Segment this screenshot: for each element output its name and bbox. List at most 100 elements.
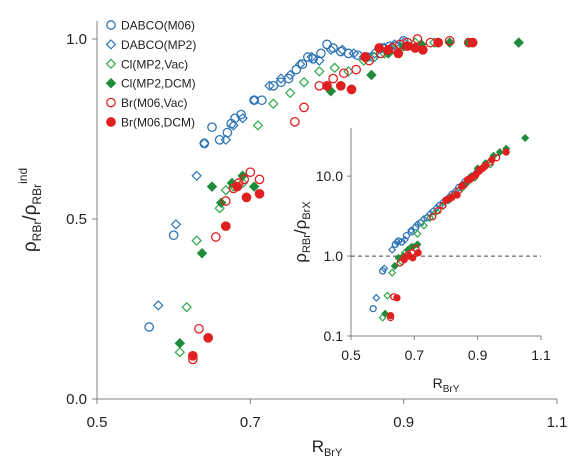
data-point (268, 98, 279, 110)
data-point (417, 44, 428, 55)
data-point (228, 120, 239, 131)
data-point (433, 37, 444, 48)
inset-y-tick-label: 10.0 (316, 168, 343, 184)
inset-x-tick-label: 1.1 (531, 347, 551, 363)
data-point (276, 77, 286, 88)
data-point (210, 232, 221, 242)
inset-data-point (372, 293, 381, 302)
inset-data-point (429, 213, 437, 221)
data-point (239, 174, 250, 185)
inset-y-axis-title-rho2: ρ (291, 220, 310, 230)
data-point (284, 87, 296, 99)
data-point (254, 188, 265, 199)
data-point (412, 34, 423, 44)
data-point (252, 120, 264, 131)
inset-y-tick-label: 0.1 (324, 328, 344, 344)
data-point (302, 52, 313, 62)
inset-data-point (388, 268, 397, 277)
x-tick-label: 0.7 (240, 414, 261, 431)
data-point (214, 134, 225, 145)
inset-data-point (413, 240, 422, 249)
data-point (174, 346, 186, 358)
data-point (170, 219, 182, 230)
legend-marker (106, 97, 116, 108)
inset-data-point (458, 182, 466, 190)
y-axis-title-slash: / (20, 215, 41, 221)
data-point (220, 221, 231, 232)
data-point (207, 122, 217, 133)
data-point (199, 138, 210, 149)
inset-data-point (438, 202, 447, 211)
data-point (220, 196, 231, 206)
data-point (374, 43, 384, 53)
data-point (297, 59, 308, 70)
data-point (335, 80, 346, 91)
x-axis-title-main: R (312, 437, 324, 456)
inset-x-axis-title: RBrY (433, 375, 460, 395)
data-point (237, 177, 248, 189)
data-point (328, 73, 338, 84)
legend-marker (106, 20, 116, 30)
data-point (393, 48, 404, 59)
inset-data-point (400, 256, 408, 264)
inset-y-axis-title: ρRBr/ρBrX (291, 201, 313, 263)
inset-data-point (419, 221, 428, 230)
y-tick-label: 0.5 (66, 211, 87, 228)
data-point (366, 69, 377, 81)
inset-data-point (426, 213, 435, 222)
data-point (513, 37, 524, 48)
data-point (214, 202, 225, 214)
data-point (248, 181, 260, 192)
inset-y-axis-title-sub2: BrX (301, 201, 313, 220)
data-point (174, 337, 186, 349)
inset-data-points (369, 133, 530, 322)
inset-data-point (481, 162, 490, 170)
data-point (248, 94, 260, 106)
legend-label: Br(M06,Vac) (121, 96, 187, 110)
data-point (306, 51, 317, 63)
data-point (351, 64, 361, 75)
y-axis-title-rho1: ρ (20, 241, 41, 252)
data-point (289, 116, 300, 127)
data-point (245, 167, 256, 178)
data-point (237, 112, 248, 124)
y-axis-title-sup2: ind (16, 168, 30, 184)
inset-data-point (407, 228, 415, 236)
inset-data-point (414, 249, 422, 257)
inset-data-point (521, 133, 530, 143)
inset-data-point (381, 309, 390, 318)
inset-data-point (413, 229, 422, 238)
data-point (153, 300, 164, 311)
inset-background (351, 122, 541, 336)
data-point (236, 109, 246, 120)
data-point (187, 350, 198, 361)
data-point (299, 102, 309, 113)
data-point (283, 73, 294, 84)
inset-data-point (407, 226, 416, 235)
y-axis-title-sub2: RBr (30, 184, 44, 205)
y-tick-label: 1.0 (66, 31, 87, 48)
legend-marker (105, 39, 117, 50)
data-point (196, 247, 208, 259)
inset-x-axis-title-sub: BrY (443, 384, 460, 395)
inset-y-axis-title-sub1: RBr (301, 234, 313, 253)
data-point (232, 181, 243, 192)
legend-marker (105, 58, 117, 70)
data-point (284, 69, 296, 81)
inset-data-point (400, 235, 409, 244)
inset-data-point (502, 148, 510, 156)
data-point (329, 62, 340, 74)
data-point (256, 95, 267, 106)
data-point (337, 44, 348, 56)
inset-data-point (442, 196, 450, 204)
data-point (275, 73, 287, 84)
x-tick-label: 0.5 (87, 414, 108, 431)
legend-marker (106, 117, 116, 127)
data-point (346, 84, 357, 95)
data-point (168, 230, 179, 241)
data-point (194, 323, 204, 334)
y-tick-label: 0.0 (66, 391, 87, 408)
inset-data-point (369, 304, 377, 313)
